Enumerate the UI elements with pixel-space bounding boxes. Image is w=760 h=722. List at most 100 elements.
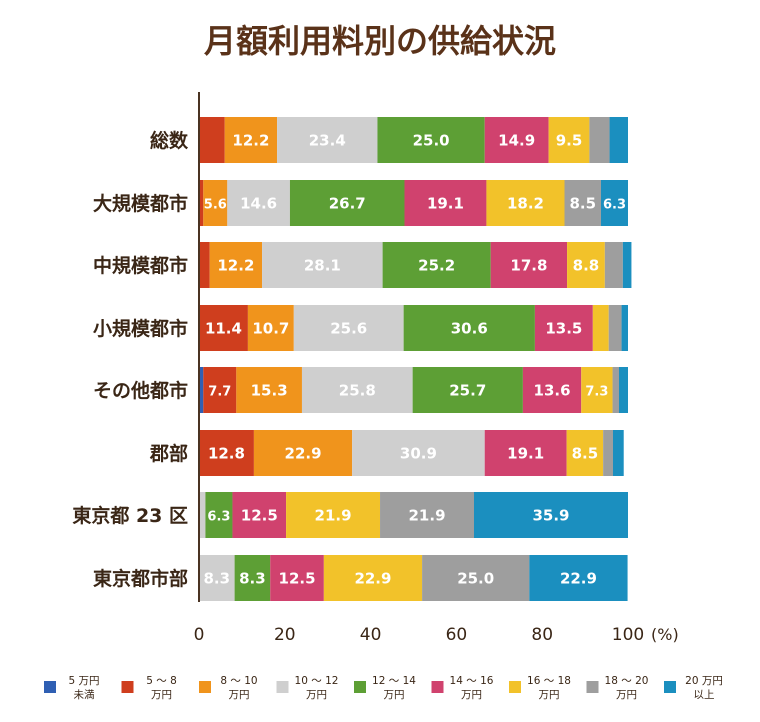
bars-layer: 12.2 23.4 25.0 14.9 9.5 5.6 14.6 26.7 19.1 18.2 8.… <box>199 117 632 601</box>
x-axis-ticks: 0 20 40 60 80 100 (%) <box>194 625 679 645</box>
legend-label: 18 ～ 20 <box>605 675 649 687</box>
bar-segment <box>199 430 254 476</box>
bar-segment <box>484 117 549 163</box>
bar-segment <box>484 430 567 476</box>
bar-segment <box>490 242 568 288</box>
bar-segment <box>377 117 485 163</box>
bar-segment <box>534 305 593 351</box>
bar-segment <box>270 555 324 601</box>
data-label: 5.6 <box>204 198 227 213</box>
legend-label: 万円 <box>616 689 637 701</box>
data-label: 15.3 <box>251 382 288 400</box>
data-label: 22.9 <box>285 445 322 463</box>
bar-segment <box>604 242 623 288</box>
bar-segment <box>232 492 287 538</box>
category-label: その他都市 <box>93 379 188 402</box>
category-label: 東京都市部 <box>93 567 188 590</box>
bar-segment <box>234 555 271 601</box>
legend-swatch <box>44 681 56 693</box>
bar-segment <box>323 555 423 601</box>
bar-segment <box>209 242 263 288</box>
data-label: 8.3 <box>204 570 231 588</box>
bar-segment <box>199 492 206 538</box>
data-label: 21.9 <box>315 507 352 525</box>
bar-segment <box>529 555 628 601</box>
legend-label: 万円 <box>384 689 405 701</box>
data-label: 25.7 <box>449 382 486 400</box>
legend-label: 万円 <box>539 689 560 701</box>
category-label: 小規模都市 <box>93 317 188 340</box>
legend-label: 8 ～ 10 <box>220 675 257 687</box>
legend-swatch <box>121 681 134 693</box>
bar-segment <box>473 492 628 538</box>
data-label: 14.9 <box>498 132 535 150</box>
data-label: 12.2 <box>217 257 254 275</box>
x-tick-label: 20 <box>274 625 296 645</box>
x-tick-label: 60 <box>446 625 468 645</box>
legend-label: 14 ～ 16 <box>450 675 494 687</box>
data-label: 18.2 <box>507 195 544 213</box>
legend-swatch <box>586 681 599 693</box>
bar-segment <box>403 305 535 351</box>
bar-segment <box>286 492 381 538</box>
bar-segment <box>566 430 604 476</box>
data-label: 25.0 <box>457 570 494 588</box>
bar-segment <box>262 242 383 288</box>
bar-segment <box>224 117 278 163</box>
data-label: 13.6 <box>534 382 571 400</box>
x-tick-label: 0 <box>194 625 205 645</box>
legend-label: 16 ～ 18 <box>527 675 571 687</box>
bar-segment <box>404 180 487 226</box>
data-label: 25.2 <box>418 257 455 275</box>
data-label: 25.0 <box>413 132 450 150</box>
data-label: 26.7 <box>329 195 366 213</box>
data-label: 12.2 <box>232 132 269 150</box>
category-label: 大規模都市 <box>93 192 188 215</box>
x-tick-label: 100 <box>612 625 644 645</box>
data-label: 7.7 <box>208 385 231 400</box>
data-label: 12.8 <box>208 445 245 463</box>
bar-segment <box>603 430 613 476</box>
data-label: 13.5 <box>545 320 582 338</box>
bar-segment <box>203 367 237 413</box>
legend-label: 未満 <box>74 689 95 701</box>
legend-label: 20 万円 <box>685 675 723 687</box>
data-label: 9.5 <box>556 132 583 150</box>
data-label: 17.8 <box>510 257 547 275</box>
category-label: 中規模都市 <box>93 254 188 277</box>
legend-label: 5 ～ 8 <box>146 675 177 687</box>
data-label: 6.3 <box>207 510 230 525</box>
legend-label: 10 ～ 12 <box>295 675 339 687</box>
bar-segment <box>608 305 622 351</box>
bar-segment <box>380 492 474 538</box>
data-label: 8.5 <box>569 195 596 213</box>
data-label: 12.5 <box>279 570 316 588</box>
x-axis-unit: (%) <box>651 625 679 644</box>
bar-segment <box>548 117 590 163</box>
data-label: 8.5 <box>572 445 599 463</box>
bar-segment <box>581 367 613 413</box>
bar-segment <box>293 305 404 351</box>
legend-label: 以上 <box>694 689 715 701</box>
bar-segment <box>612 430 624 476</box>
bar-segment <box>564 180 601 226</box>
legend-swatch <box>354 681 366 693</box>
bar-segment <box>589 117 610 163</box>
data-label: 8.8 <box>573 257 600 275</box>
x-tick-label: 80 <box>531 625 553 645</box>
bar-segment <box>301 367 413 413</box>
bar-segment <box>600 180 628 226</box>
bar-segment <box>567 242 605 288</box>
legend-swatch <box>664 681 676 693</box>
bar-segment <box>486 180 565 226</box>
bar-segment <box>205 492 233 538</box>
data-label: 25.6 <box>330 320 367 338</box>
data-label: 14.6 <box>240 195 277 213</box>
bar-segment <box>227 180 290 226</box>
data-label: 35.9 <box>532 507 569 525</box>
bar-segment <box>199 242 210 288</box>
bar-segment <box>618 367 628 413</box>
data-label: 6.3 <box>603 198 626 213</box>
